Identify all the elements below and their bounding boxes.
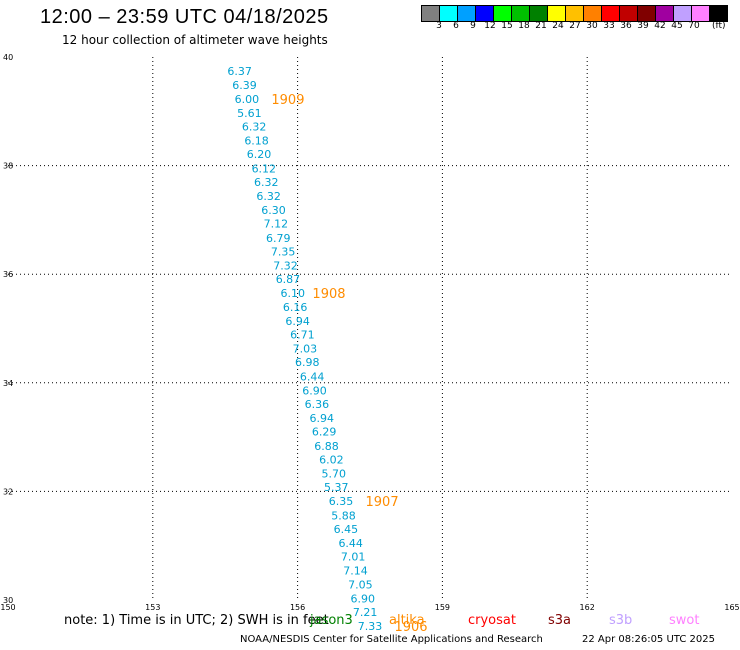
footnote: note: 1) Time is in UTC; 2) SWH is in fe… [64,613,329,628]
credit-line: NOAA/NESDIS Center for Satellite Applica… [240,634,543,645]
y-tick-label: 32 [3,487,13,496]
y-tick-label: 34 [3,379,13,388]
color-scale-label: 36 [620,21,632,31]
legend-item-cryosat: cryosat [468,613,516,628]
wave-height-label: 6.79 [266,232,291,245]
wave-height-label: 6.39 [232,79,257,92]
wave-height-label: 6.32 [242,121,267,134]
color-scale-label: 9 [470,21,476,31]
wave-height-label: 6.71 [290,328,315,341]
x-tick-label: 156 [290,603,305,612]
wave-height-label: 6.94 [285,315,310,328]
wave-height-label: 6.35 [329,495,354,508]
wave-height-label: 6.12 [252,162,277,175]
color-scale-label: 18 [518,21,530,31]
wave-height-label: 7.12 [264,218,289,231]
color-scale-labels: 3 6 9 12 15 18 21 24 27 30 33 36 39 42 45 70 [422,21,740,35]
pass-time-label: 1908 [312,287,345,302]
wave-height-label: 6.90 [351,592,376,605]
x-tick-label: 153 [145,603,160,612]
color-scale-label: 42 [654,21,666,31]
wave-height-label: 6.32 [256,190,281,203]
legend-item-s3a: s3a [548,613,572,628]
wave-height-label: 5.88 [331,509,356,522]
wave-height-label: 6.87 [276,273,301,286]
wave-height-label: 6.44 [300,370,325,383]
wave-height-label: 5.37 [324,481,349,494]
wave-height-label: 6.02 [319,453,344,466]
wave-height-label: 7.01 [341,551,366,564]
y-tick-label: 38 [3,162,13,171]
wave-height-label: 6.16 [283,301,308,314]
wave-height-label: 6.29 [312,426,337,439]
color-swatch [709,5,728,22]
y-tick-label: 36 [3,270,13,279]
wave-height-label: 7.05 [348,578,373,591]
y-tick-label: 40 [3,53,13,62]
wave-height-label: 6.90 [302,384,327,397]
color-scale-unit: (ft) [712,21,726,31]
pass-time-label: 1907 [366,495,399,510]
color-scale-label: 21 [535,21,547,31]
wave-height-label: 6.32 [254,176,279,189]
wave-height-label: 7.03 [293,343,318,356]
wave-height-label: 6.37 [227,65,252,78]
chart-subtitle: 12 hour collection of altimeter wave hei… [62,33,328,47]
wave-height-label: 6.00 [235,93,260,106]
legend-item-altika: altika [389,613,425,628]
wave-height-label: 5.70 [322,467,347,480]
x-tick-label: 150 [0,603,15,612]
wave-height-label: 6.88 [314,440,339,453]
color-scale-label: 33 [603,21,615,31]
wave-height-label: 7.21 [353,606,378,619]
pass-time-label: 1906 [394,620,427,635]
color-scale-label: 30 [586,21,598,31]
color-scale-label: 39 [637,21,649,31]
generated-timestamp: 22 Apr 08:26:05 UTC 2025 [582,634,715,645]
wave-height-label: 6.30 [261,204,286,217]
color-scale-label: 12 [484,21,496,31]
wave-height-label: 6.20 [247,148,272,161]
wave-height-label: 7.32 [273,260,298,273]
color-scale-label: 24 [552,21,564,31]
y-tick-label: 30 [3,596,13,605]
color-scale-label: 45 [671,21,683,31]
wave-height-label: 6.36 [305,398,330,411]
wave-height-label: 7.33 [358,620,383,633]
wave-height-label: 6.18 [244,135,269,148]
wave-height-label: 6.10 [281,287,306,300]
wave-height-label: 5.61 [237,107,262,120]
wave-height-label: 7.35 [271,245,296,258]
pass-time-label: 1909 [271,93,304,108]
legend-item-jason3: jason3 [310,613,353,628]
x-tick-label: 159 [435,603,450,612]
wave-height-label: 7.14 [343,565,368,578]
color-scale-bar [421,5,728,22]
chart-title: 12:00 – 23:59 UTC 04/18/2025 [40,6,329,28]
color-scale-label: 15 [501,21,513,31]
color-scale-label: 6 [453,21,459,31]
color-scale-label: 3 [436,21,442,31]
color-scale-label: 27 [569,21,581,31]
wave-height-label: 6.94 [309,412,334,425]
wave-height-label: 6.45 [334,523,359,536]
x-tick-label: 162 [580,603,595,612]
color-scale-label: 70 [688,21,700,31]
wave-height-label: 6.44 [338,537,363,550]
wave-height-label: 6.98 [295,356,320,369]
legend-item-s3b: s3b [609,613,633,628]
legend-item-swot: swot [669,613,700,628]
x-tick-label: 165 [724,603,739,612]
